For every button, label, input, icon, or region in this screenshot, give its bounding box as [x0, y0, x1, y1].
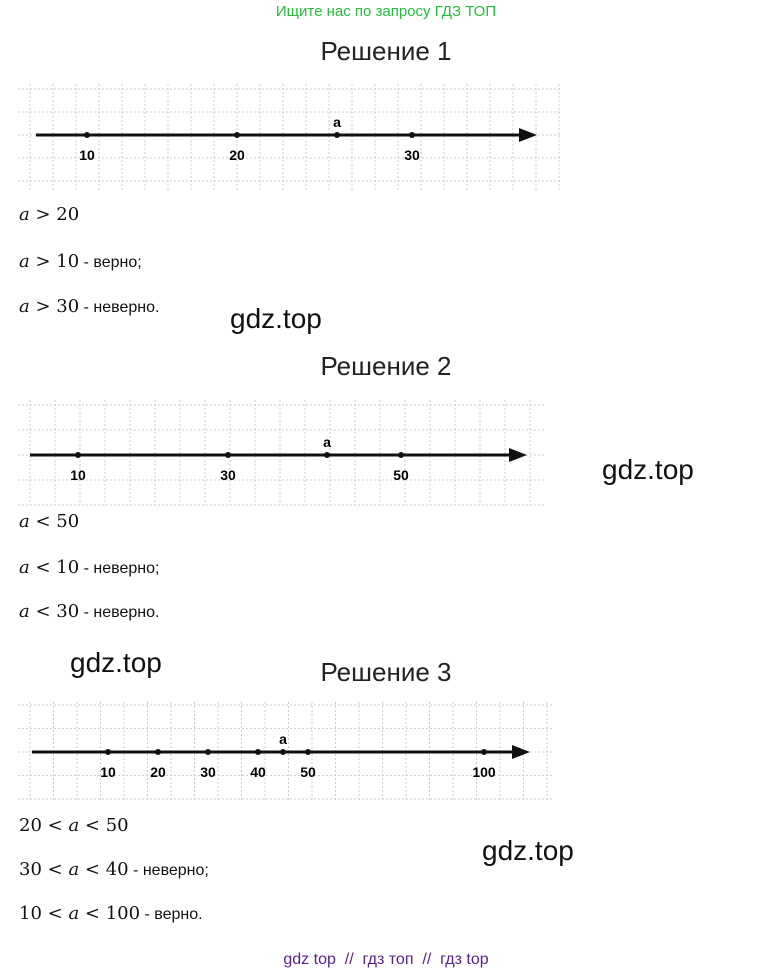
tick-label: 30 [404, 147, 420, 163]
watermark: gdz.top [70, 647, 162, 678]
solution-2-title: Решение 2 [320, 351, 452, 381]
solution-3-title: Решение 3 [320, 657, 452, 687]
point-a [280, 749, 286, 755]
solution-2-line-1: a < 50 [19, 511, 80, 532]
tick-point [205, 749, 211, 755]
tick-point [398, 452, 404, 458]
watermark: gdz.top [602, 454, 694, 485]
tick-label: 100 [472, 764, 496, 780]
tick-label: 30 [220, 467, 236, 483]
footer-links: gdz top // гдз топ // гдз top [0, 951, 772, 969]
solution-1-line-2: a > 10 - верно; [19, 251, 142, 272]
footer-text: gdz top // гдз топ // гдз top [283, 951, 489, 968]
tick-label: 10 [79, 147, 95, 163]
axis-arrow [512, 745, 530, 759]
solution-3-line-3: 10 < a < 100 - верно. [19, 903, 203, 924]
tick-label: 20 [229, 147, 245, 163]
point-a [324, 452, 330, 458]
solution-2-line-2: a < 10 - неверно; [19, 557, 160, 578]
watermark: gdz.top [482, 835, 574, 866]
solution-3-line-1: 20 < a < 50 [19, 815, 129, 836]
point-a-label: a [323, 434, 331, 450]
tick-point [305, 749, 311, 755]
solution-2-line-3: a < 30 - неверно. [19, 601, 160, 622]
header-banner: Ищите нас по запросу ГДЗ ТОП [275, 3, 497, 20]
point-a [334, 132, 340, 138]
tick-label: 50 [393, 467, 409, 483]
axis-arrow [519, 128, 537, 142]
solution-1-title: Решение 1 [320, 36, 452, 66]
point-a-label: a [333, 114, 341, 130]
tick-label: 20 [150, 764, 166, 780]
point-a-label: a [279, 731, 287, 747]
watermark: gdz.top [230, 303, 322, 334]
tick-point [105, 749, 111, 755]
solution-1-line-1: a > 20 [19, 204, 80, 225]
tick-label: 10 [100, 764, 116, 780]
tick-point [481, 749, 487, 755]
tick-point [84, 132, 90, 138]
axis-arrow [509, 448, 527, 462]
tick-point [234, 132, 240, 138]
tick-point [225, 452, 231, 458]
solution-1-line-3: a > 30 - неверно. [19, 296, 160, 317]
solution-3-line-2: 30 < a < 40 - неверно; [19, 859, 209, 880]
tick-point [75, 452, 81, 458]
tick-label: 50 [300, 764, 316, 780]
tick-label: 40 [250, 764, 266, 780]
tick-point [155, 749, 161, 755]
tick-label: 10 [70, 467, 86, 483]
tick-point [255, 749, 261, 755]
tick-point [409, 132, 415, 138]
tick-label: 30 [200, 764, 216, 780]
